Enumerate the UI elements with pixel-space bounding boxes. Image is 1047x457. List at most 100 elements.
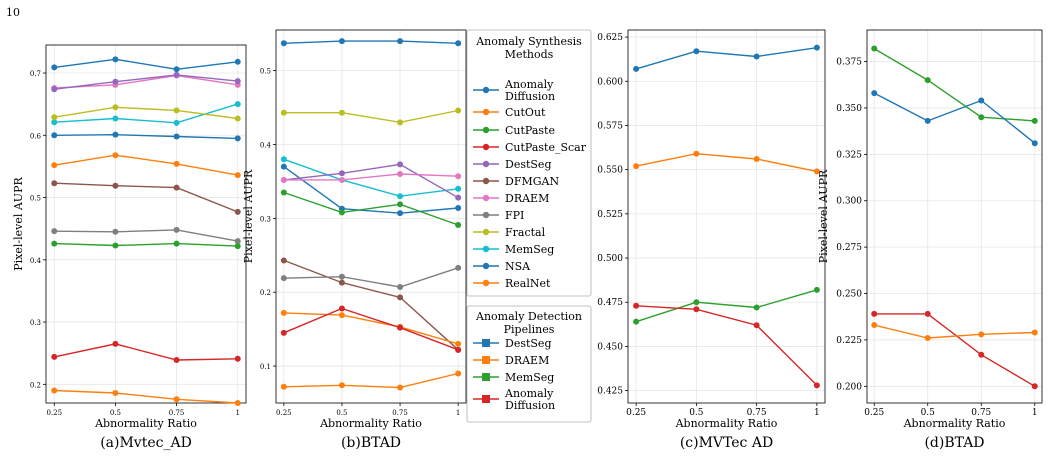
chart-caption: (a)Mvtec_AD: [100, 435, 192, 451]
y-tick-label: 0.7: [30, 70, 41, 78]
series: [280, 107, 462, 126]
series-line: [283, 191, 459, 226]
series-line: [283, 109, 459, 124]
data-point: [280, 383, 287, 390]
plot-frame: [627, 29, 826, 404]
y-tick-label: 0.3: [260, 215, 271, 223]
data-point: [338, 38, 345, 45]
series: [633, 150, 820, 175]
data-point: [813, 382, 820, 389]
series: [871, 322, 1038, 342]
data-point: [112, 131, 119, 138]
series: [280, 171, 462, 183]
series-line: [54, 74, 238, 89]
data-point: [234, 58, 241, 65]
y-tick-label: 0.250: [836, 290, 862, 300]
legend-label: MemSeg: [505, 371, 554, 384]
y-tick-label: 0.450: [597, 342, 623, 352]
x-tick-label: 0.25: [276, 409, 292, 417]
data-point: [813, 286, 820, 293]
series: [51, 152, 241, 179]
data-point: [112, 228, 119, 235]
data-point: [173, 71, 180, 78]
legend-swatch-marker: [482, 339, 490, 347]
data-point: [633, 318, 640, 325]
legend-swatch-marker: [482, 245, 490, 253]
data-point: [51, 132, 58, 139]
legend-swatch-marker: [482, 126, 490, 134]
series-line: [54, 242, 238, 247]
series-line: [54, 58, 238, 71]
series: [280, 370, 462, 391]
data-point: [234, 238, 241, 245]
legend-entry: CutPaste: [473, 124, 555, 137]
data-point: [173, 66, 180, 73]
series: [633, 302, 820, 389]
series-line: [54, 74, 238, 90]
legend-swatch-marker: [482, 194, 490, 202]
series-line: [635, 47, 818, 70]
y-tick-label: 0.575: [597, 121, 623, 131]
y-axis-label: Pixel-level AUPR: [242, 169, 255, 263]
chart-panel: 0.2 0.3 0.4 0.5 0.6 0.7 0.25 0.5 0.75 1 Abnormalit…: [12, 44, 247, 451]
legend-swatch-marker: [482, 228, 490, 236]
data-point: [234, 208, 241, 215]
legend-label: Anomaly Diffusion: [504, 387, 555, 412]
x-tick-label: 0.75: [392, 409, 408, 417]
data-point: [753, 156, 760, 163]
data-point: [924, 117, 931, 124]
legend-entry: DRAEM: [473, 354, 549, 367]
series-line: [54, 182, 238, 213]
y-tick-label: 0.350: [836, 104, 862, 114]
legend-swatch-marker: [482, 211, 490, 219]
data-point: [234, 243, 241, 250]
y-tick-label: 0.375: [836, 58, 862, 68]
legend-box: [466, 29, 592, 297]
x-axis-label: Abnormality Ratio: [903, 417, 1006, 430]
series-line: [283, 267, 459, 288]
data-point: [51, 86, 58, 93]
y-tick-label: 0.425: [597, 387, 623, 397]
legend-entry: MemSeg: [473, 243, 554, 256]
y-tick-label: 0.4: [30, 257, 42, 265]
data-point: [51, 387, 58, 394]
data-point: [280, 156, 287, 163]
legend-label: RealNet: [505, 277, 551, 290]
chart-panel: 0.1 0.2 0.3 0.4 0.5 0.25 0.5 0.75 1 Abnormality R…: [242, 29, 467, 451]
series: [280, 264, 462, 291]
legend-swatch-marker: [482, 160, 490, 168]
x-tick-label: 0.5: [336, 409, 347, 417]
series: [51, 226, 241, 245]
series: [280, 305, 462, 353]
series: [51, 240, 241, 250]
series: [51, 180, 241, 215]
data-point: [455, 185, 462, 192]
legend-label: NSA: [505, 260, 531, 273]
data-point: [924, 335, 931, 342]
data-point: [112, 78, 119, 85]
data-point: [455, 205, 462, 212]
data-point: [1031, 329, 1038, 336]
data-point: [924, 77, 931, 84]
series-line: [54, 343, 238, 361]
data-point: [871, 310, 878, 317]
legend-label: FPI: [505, 209, 524, 222]
y-tick-label: 0.600: [597, 77, 623, 87]
y-tick-label: 0.200: [836, 382, 862, 392]
y-axis-label: Pixel-level AUPR: [12, 177, 25, 271]
y-tick-label: 0.2: [30, 381, 41, 389]
chart-caption: (d)BTAD: [924, 435, 984, 451]
series: [633, 286, 820, 325]
data-point: [753, 322, 760, 329]
y-tick-label: 0.225: [836, 336, 862, 346]
y-tick-label: 0.525: [597, 210, 623, 220]
legend-entry: FPI: [473, 209, 524, 222]
chart-caption: (b)BTAD: [341, 435, 401, 451]
data-point: [173, 240, 180, 247]
x-axis-label: Abnormality Ratio: [319, 417, 422, 430]
y-axis-label: Pixel-level AUPR: [817, 169, 830, 263]
series: [280, 189, 462, 228]
data-point: [338, 209, 345, 216]
